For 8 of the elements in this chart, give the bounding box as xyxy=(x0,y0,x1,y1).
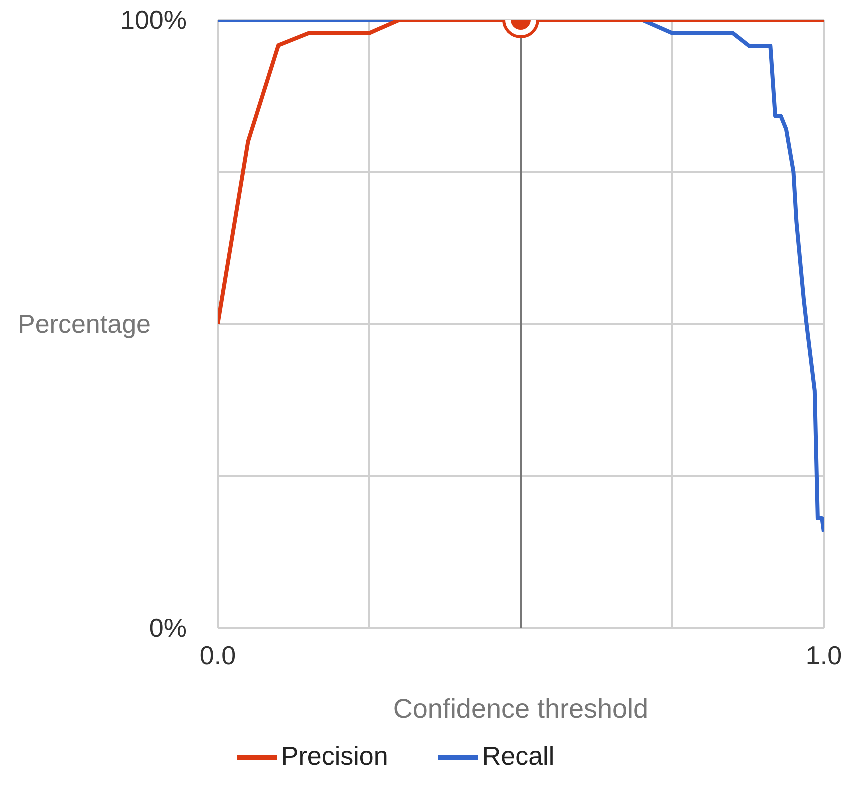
x-tick-label: 1.0 xyxy=(806,640,842,670)
y-axis-title: Percentage xyxy=(18,309,151,340)
legend-label: Recall xyxy=(482,740,555,771)
y-tick-label: 0% xyxy=(149,613,187,644)
y-tick-label: 100% xyxy=(120,5,187,36)
x-tick-label: 0.0 xyxy=(200,640,236,670)
legend-label: Precision xyxy=(281,740,388,771)
x-axis-title: Confidence threshold xyxy=(393,694,649,724)
